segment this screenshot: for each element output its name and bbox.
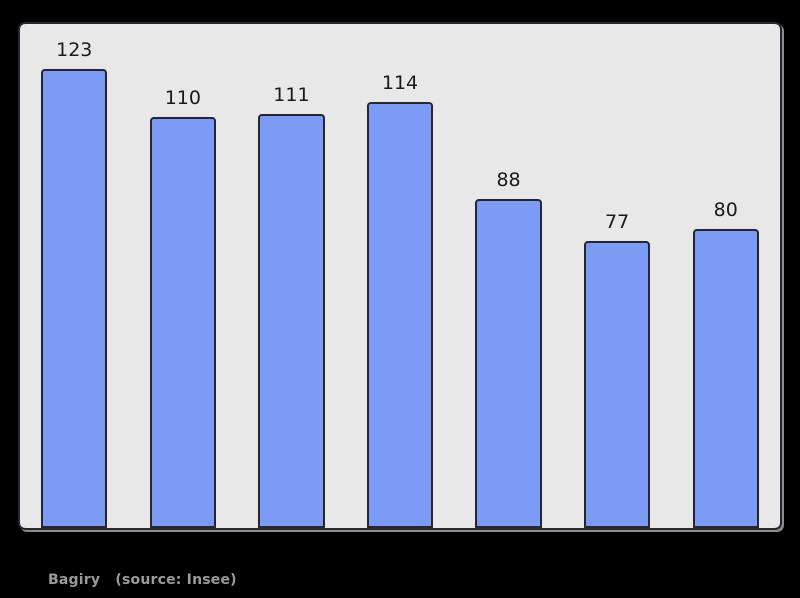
bar-value-label: 123	[56, 38, 93, 61]
bar-group: 77	[584, 24, 651, 528]
bar-group: 123	[41, 24, 108, 528]
bar-value-label: 114	[381, 72, 419, 95]
plot-area: 123 110 111 114 88 77 80	[18, 22, 782, 530]
bar-value-label: 80	[713, 199, 738, 222]
bar-value-label: 110	[164, 87, 201, 110]
bar-group: 114	[366, 24, 434, 528]
bars-container: 123 110 111 114 88 77 80	[20, 24, 780, 528]
bar[interactable]	[149, 117, 216, 528]
bar-value-label: 111	[273, 83, 310, 106]
bar-group: 80	[692, 24, 759, 528]
bar[interactable]	[41, 68, 108, 528]
bar[interactable]	[584, 240, 651, 528]
bar-group: 110	[149, 24, 216, 528]
bar[interactable]	[692, 229, 759, 528]
bar[interactable]	[366, 102, 434, 528]
bar[interactable]	[258, 113, 325, 528]
bar-group: 111	[258, 24, 325, 528]
bar-value-label: 77	[605, 210, 630, 233]
bar-value-label: 88	[496, 169, 521, 192]
bar[interactable]	[475, 199, 542, 528]
bar-group: 88	[475, 24, 542, 528]
chart-caption: Bagiry (source: Insee)	[48, 572, 237, 588]
